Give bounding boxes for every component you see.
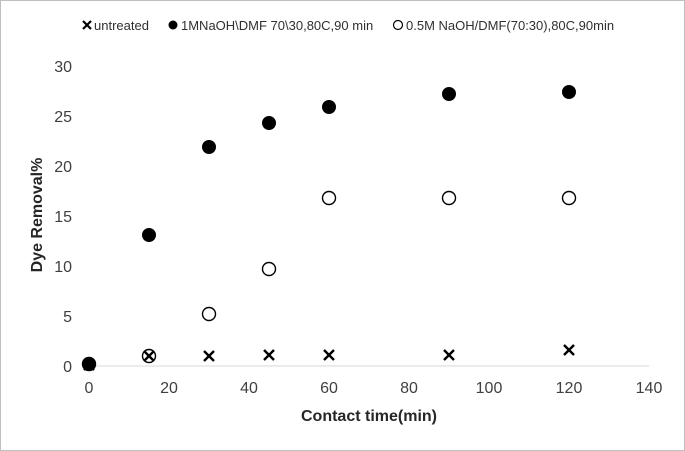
legend-marker-x-icon (82, 20, 92, 30)
legend-label: 0.5M NaOH/DMF(70:30),80C,90min (406, 18, 614, 33)
y-tick-label: 5 (63, 309, 72, 326)
x-tick-label: 140 (636, 380, 663, 397)
legend-marker-open-circle-icon (392, 19, 404, 31)
data-point-series-2 (562, 85, 576, 99)
series-layer (81, 85, 577, 372)
legend: untreated 1MNaOH\DMF 70\30,80C,90 min 0.5M… (82, 18, 614, 33)
legend-item: untreated (82, 18, 149, 33)
y-tick-label: 25 (54, 109, 72, 126)
x-tick-label: 20 (160, 380, 178, 397)
data-point-series-1 (83, 359, 95, 371)
x-tick-label: 60 (320, 380, 338, 397)
x-tick-label: 0 (85, 380, 94, 397)
data-point-series-2 (142, 228, 156, 242)
legend-label: 1MNaOH\DMF 70\30,80C,90 min (181, 18, 373, 33)
y-tick-label: 0 (63, 359, 72, 376)
data-point-series-3 (321, 190, 337, 206)
x-axis-title: Contact time(min) (301, 408, 437, 425)
x-tick-label: 80 (400, 380, 418, 397)
y-tick-label: 20 (54, 159, 72, 176)
data-point-series-3 (201, 306, 217, 322)
data-point-series-1 (143, 350, 155, 362)
data-point-series-2 (262, 116, 276, 130)
data-point-series-2 (442, 87, 456, 101)
data-point-series-2 (322, 100, 336, 114)
data-point-series-3 (261, 261, 277, 277)
data-point-series-2 (202, 140, 216, 154)
data-point-series-1 (203, 350, 215, 362)
legend-label: untreated (94, 18, 149, 33)
data-point-series-3 (441, 190, 457, 206)
y-tick-label: 15 (54, 209, 72, 226)
x-tick-label: 40 (240, 380, 258, 397)
data-point-series-1 (323, 349, 335, 361)
data-point-series-1 (563, 344, 575, 356)
legend-marker-filled-circle-icon (168, 20, 178, 30)
legend-item: 0.5M NaOH/DMF(70:30),80C,90min (392, 18, 614, 33)
axes: 0 20 40 60 80 100 120 140 0 5 10 15 20 25 30 (54, 59, 662, 397)
x-tick-label: 100 (476, 380, 503, 397)
legend-item: 1MNaOH\DMF 70\30,80C,90 min (168, 18, 373, 33)
data-point-series-1 (443, 349, 455, 361)
data-point-series-1 (263, 349, 275, 361)
y-tick-label: 10 (54, 259, 72, 276)
y-axis-title: Dye Removal% (29, 158, 46, 273)
y-tick-label: 30 (54, 59, 72, 76)
x-tick-label: 120 (556, 380, 583, 397)
data-point-series-3 (561, 190, 577, 206)
